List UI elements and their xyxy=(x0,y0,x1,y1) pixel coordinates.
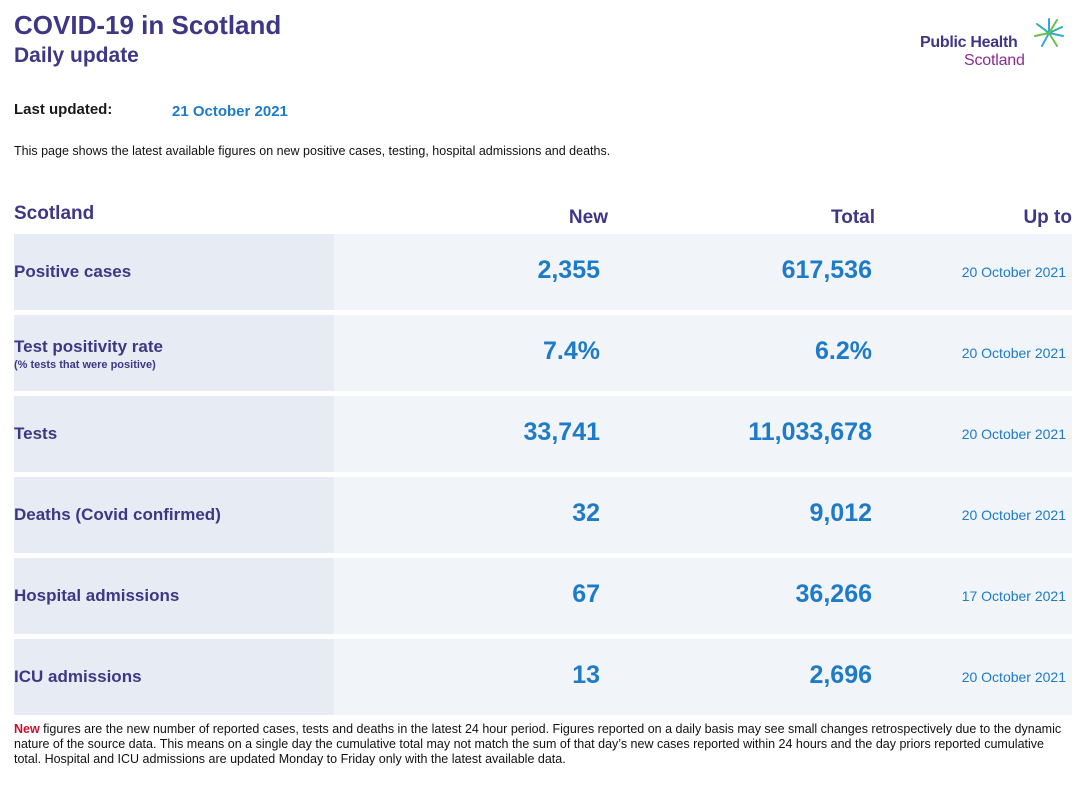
footnote-highlight: New xyxy=(14,722,40,736)
row-label: Deaths (Covid confirmed) xyxy=(14,505,221,524)
table-row-tests: Tests 33,741 11,033,678 20 October 2021 xyxy=(14,396,1072,472)
new-value: 7.4% xyxy=(543,337,600,365)
table-row-test-positivity: Test positivity rate (% tests that were … xyxy=(14,315,1072,391)
total-value: 36,266 xyxy=(795,580,872,608)
row-label: ICU admissions xyxy=(14,667,142,686)
new-value: 32 xyxy=(572,499,600,527)
public-health-scotland-logo: Public Health Scotland xyxy=(920,18,1070,74)
up-to-date: 17 October 2021 xyxy=(961,588,1066,604)
row-label: Test positivity rate xyxy=(14,337,163,356)
last-updated-label: Last updated: xyxy=(14,101,113,118)
row-label-cell: ICU admissions xyxy=(14,639,334,715)
page-title: COVID-19 in Scotland xyxy=(14,10,282,40)
row-label: Hospital admissions xyxy=(14,586,180,605)
table-row-icu-admissions: ICU admissions 13 2,696 20 October 2021 xyxy=(14,639,1072,715)
footnote-text: figures are the new number of reported c… xyxy=(14,722,1062,766)
new-value: 13 xyxy=(572,661,600,689)
logo-text-line1: Public Health xyxy=(920,34,1018,51)
column-header-up-to: Up to xyxy=(1023,207,1072,228)
row-label-cell: Positive cases xyxy=(14,234,334,310)
row-label-cell: Hospital admissions xyxy=(14,558,334,634)
total-value: 6.2% xyxy=(815,337,872,365)
intro-text: This page shows the latest available fig… xyxy=(14,144,611,158)
new-value: 67 xyxy=(572,580,600,608)
logo-text-line2: Scotland xyxy=(964,52,1025,69)
new-value: 2,355 xyxy=(537,256,600,284)
total-value: 617,536 xyxy=(781,256,872,284)
page-subtitle: Daily update xyxy=(14,44,139,67)
up-to-date: 20 October 2021 xyxy=(961,426,1066,442)
total-value: 9,012 xyxy=(809,499,872,527)
up-to-date: 20 October 2021 xyxy=(961,507,1066,523)
column-header-new: New xyxy=(568,207,608,228)
total-value: 11,033,678 xyxy=(748,418,872,446)
row-label-cell: Tests xyxy=(14,396,334,472)
new-value: 33,741 xyxy=(523,418,600,446)
footnote: New figures are the new number of report… xyxy=(14,722,1064,767)
column-header-total: Total xyxy=(831,207,875,228)
column-header-region: Scotland xyxy=(14,203,95,224)
up-to-date: 20 October 2021 xyxy=(961,264,1066,280)
up-to-date: 20 October 2021 xyxy=(961,345,1066,361)
table-row-positive-cases: Positive cases 2,355 617,536 20 October … xyxy=(14,234,1072,310)
row-label-cell: Test positivity rate (% tests that were … xyxy=(14,315,334,391)
last-updated-date: 21 October 2021 xyxy=(172,103,288,120)
up-to-date: 20 October 2021 xyxy=(961,669,1066,685)
row-sublabel: (% tests that were positive) xyxy=(14,359,156,371)
row-label: Tests xyxy=(14,424,58,443)
total-value: 2,696 xyxy=(809,661,872,689)
star-burst-icon xyxy=(1034,18,1064,47)
table-row-deaths: Deaths (Covid confirmed) 32 9,012 20 Oct… xyxy=(14,477,1072,553)
row-label-cell: Deaths (Covid confirmed) xyxy=(14,477,334,553)
row-label: Positive cases xyxy=(14,262,132,281)
table-row-hospital-admissions: Hospital admissions 67 36,266 17 October… xyxy=(14,558,1072,634)
